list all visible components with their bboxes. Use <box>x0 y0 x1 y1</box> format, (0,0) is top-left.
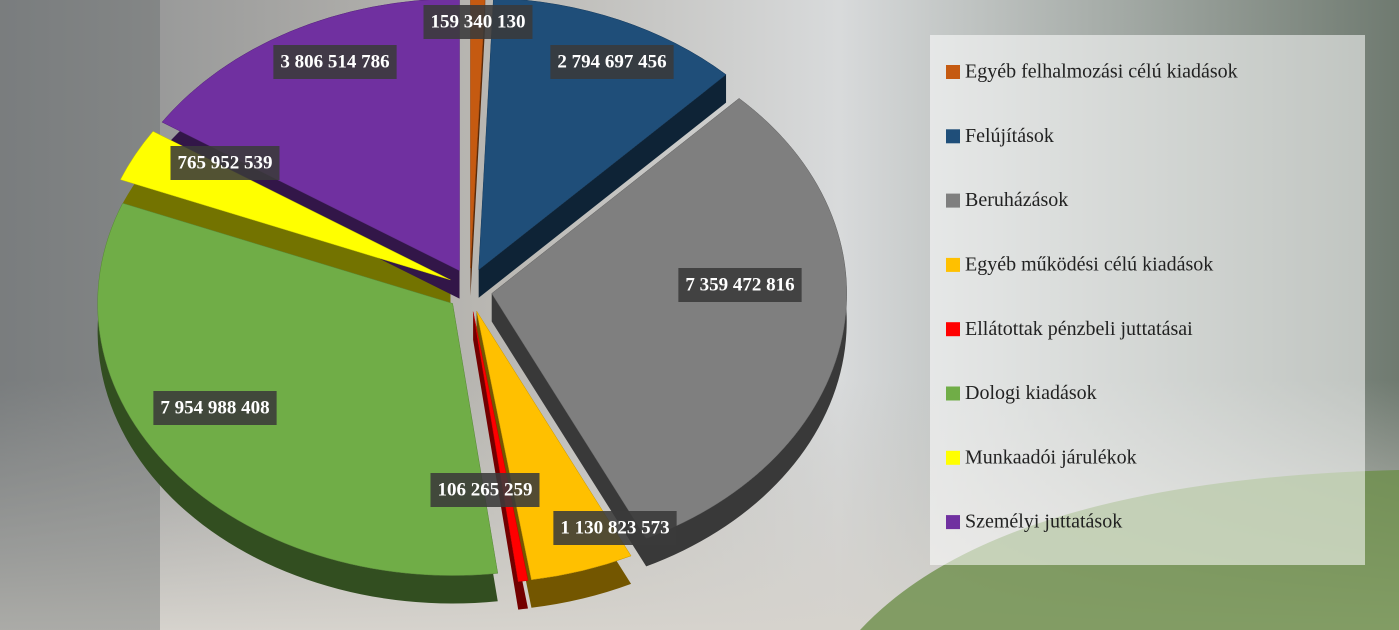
legend-swatch <box>946 386 960 401</box>
slice-side <box>470 0 486 297</box>
pie-slice <box>97 202 499 576</box>
slice-side <box>478 0 727 298</box>
legend-label: Dologi kiadások <box>965 382 1097 404</box>
legend-label: Személyi juttatások <box>965 511 1122 533</box>
data-label-text: 3 806 514 786 <box>280 51 389 72</box>
data-label-text: 1 130 823 573 <box>560 517 669 538</box>
data-label: 7 359 472 816 <box>678 268 802 302</box>
data-label-text: 765 952 539 <box>178 152 273 173</box>
legend-label: Munkaadói járulékok <box>965 446 1137 468</box>
legend-label: Felújítások <box>965 125 1054 147</box>
data-label-box <box>550 45 674 79</box>
pie-slice <box>491 98 847 539</box>
data-label-text: 106 265 259 <box>438 479 533 500</box>
data-label: 159 340 130 <box>423 5 533 39</box>
data-label: 1 130 823 573 <box>553 511 677 545</box>
data-label-box <box>170 146 280 180</box>
data-label-text: 2 794 697 456 <box>557 51 666 72</box>
legend-swatch <box>946 257 960 272</box>
pie-slice <box>472 311 529 582</box>
data-label-text: 159 340 130 <box>431 11 526 32</box>
data-label: 3 806 514 786 <box>273 45 397 79</box>
legend-swatch <box>946 322 960 337</box>
data-label-text: 7 359 472 816 <box>685 274 794 295</box>
data-label-box <box>678 268 802 302</box>
legend-box <box>930 35 1365 565</box>
legend-label: Egyéb felhalmozási célú kiadások <box>965 61 1238 83</box>
legend-swatch <box>946 193 960 208</box>
pie-slice <box>470 0 486 269</box>
legend-label: Egyéb működési célú kiadások <box>965 253 1213 275</box>
slice-side <box>491 98 847 567</box>
legend-swatch <box>946 65 960 79</box>
data-label-box <box>430 473 540 507</box>
data-label-box <box>273 45 397 79</box>
legend-label: Beruházások <box>965 189 1068 211</box>
data-label: 7 954 988 408 <box>153 391 277 425</box>
legend-swatch <box>946 450 960 465</box>
legend-label: Ellátottak pénzbeli juttatásai <box>965 318 1193 340</box>
data-label-box <box>423 5 533 39</box>
legend-swatch <box>946 515 960 530</box>
data-label: 2 794 697 456 <box>550 45 674 79</box>
data-label-text: 7 954 988 408 <box>160 397 269 418</box>
data-label: 106 265 259 <box>430 473 540 507</box>
legend-swatch <box>946 129 960 144</box>
data-label: 765 952 539 <box>170 146 280 180</box>
data-label-box <box>153 391 277 425</box>
data-label-box <box>553 511 677 545</box>
